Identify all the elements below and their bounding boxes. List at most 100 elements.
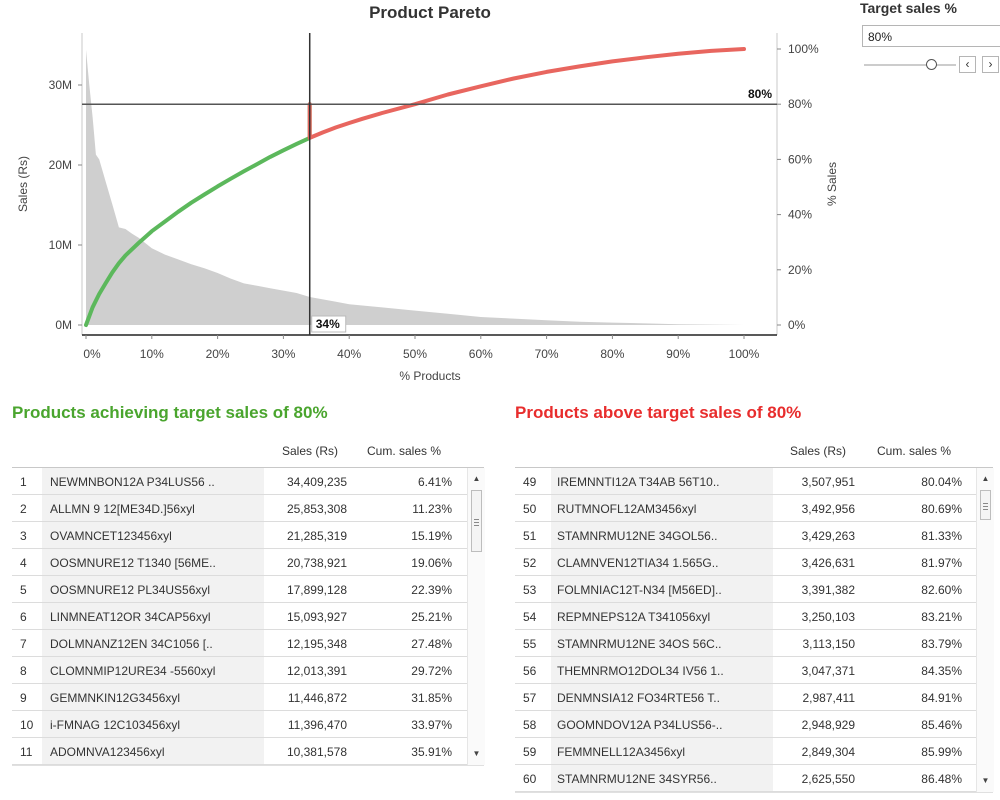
row-index: 10	[20, 718, 34, 732]
product-name: NEWMNBON12A P34LUS56 ..	[50, 475, 215, 489]
products-label: 34%	[316, 317, 340, 331]
sales-value: 15,093,927	[286, 610, 347, 624]
table-row[interactable]: 60 STAMNRMU12NE 34SYR56.. 2,625,550 86.48%	[515, 765, 993, 792]
sales-value: 21,285,319	[286, 529, 347, 543]
scroll-down-icon[interactable]: ▼	[472, 749, 481, 758]
table-row[interactable]: 55 STAMNRMU12NE 34OS 56C.. 3,113,150 83.79%	[515, 630, 993, 657]
table-row[interactable]: 52 CLAMNVEN12TIA34 1.565G.. 3,426,631 81.97…	[515, 549, 993, 576]
scroll-thumb[interactable]	[471, 490, 482, 552]
sales-value: 3,047,371	[801, 664, 855, 678]
cum-sales-value: 84.35%	[921, 664, 962, 678]
row-index: 60	[523, 772, 537, 786]
product-name: STAMNRMU12NE 34GOL56..	[557, 529, 718, 543]
table-row[interactable]: 51 STAMNRMU12NE 34GOL56.. 3,429,263 81.33%	[515, 522, 993, 549]
sales-value: 3,426,631	[801, 556, 855, 570]
product-name: i-FMNAG 12C103456xyl	[50, 718, 181, 732]
row-index: 7	[20, 637, 27, 651]
row-index: 8	[20, 664, 27, 678]
y2-tick-label: 80%	[788, 97, 812, 111]
row-index: 55	[523, 637, 537, 651]
cum-sales-value: 82.60%	[921, 583, 962, 597]
table-row[interactable]: 9 GEMMNKIN12G3456xyl 11,446,872 31.85%	[12, 684, 484, 711]
vertical-scrollbar[interactable]: ▲ ▼	[976, 468, 994, 792]
cum-sales-value: 33.97%	[411, 718, 452, 732]
table-row[interactable]: 11 ADOMNVA123456xyl 10,381,578 35.91%	[12, 738, 484, 765]
cum-sales-value: 15.19%	[411, 529, 452, 543]
table-row[interactable]: 1 NEWMNBON12A P34LUS56 .. 34,409,235 6.41%	[12, 468, 484, 495]
cum-sales-line-red	[307, 47, 746, 140]
table-row[interactable]: 59 FEMMNELL12A3456xyl 2,849,304 85.99%	[515, 738, 993, 765]
row-band	[551, 468, 773, 494]
row-index: 49	[523, 475, 537, 489]
pareto-chart: Product Pareto 0% 10% 20% 30% 40% 50% 60% 70% 80…	[16, 3, 839, 383]
table-row[interactable]: 8 CLOMNMIP12URE34 -5560xyl 12,013,391 29.72…	[12, 657, 484, 684]
left-header-cum: Cum. sales %	[367, 444, 442, 458]
table-row[interactable]: 56 THEMNRMO12DOL34 IV56 1.. 3,047,371 84.35…	[515, 657, 993, 684]
cum-sales-value: 22.39%	[411, 583, 452, 597]
x-tick-label: 100%	[729, 347, 760, 361]
target-sales-input[interactable]: 80%	[862, 25, 1000, 47]
table-row[interactable]: 49 IREMNNTI12A T34AB 56T10.. 3,507,951 80.0…	[515, 468, 993, 495]
target-label: 80%	[748, 87, 772, 101]
scroll-thumb[interactable]	[980, 490, 991, 520]
product-name: REPMNEPS12A T341056xyl	[557, 610, 711, 624]
table-row[interactable]: 3 OVAMNCET123456xyl 21,285,319 15.19%	[12, 522, 484, 549]
sales-area	[86, 49, 744, 326]
row-band	[551, 576, 773, 602]
slider-thumb[interactable]	[926, 59, 937, 70]
row-index: 1	[20, 475, 27, 489]
table-row[interactable]: 58 GOOMNDOV12A P34LUS56-.. 2,948,929 85.46%	[515, 711, 993, 738]
left-table-title: Products achieving target sales of 80%	[12, 403, 328, 422]
product-name: FEMMNELL12A3456xyl	[557, 745, 686, 759]
scroll-up-icon[interactable]: ▲	[981, 474, 990, 483]
row-band	[551, 495, 773, 521]
table-row[interactable]: 54 REPMNEPS12A T341056xyl 3,250,103 83.21%	[515, 603, 993, 630]
vertical-scrollbar[interactable]: ▲ ▼	[467, 468, 485, 765]
product-name: FOLMNIAC12T-N34 [M56ED]..	[557, 583, 722, 597]
right-table-title: Products above target sales of 80%	[515, 403, 802, 422]
scroll-up-icon[interactable]: ▲	[472, 474, 481, 483]
table-row[interactable]: 4 OOSMNURE12 T1340 [56ME.. 20,738,921 19.06…	[12, 549, 484, 576]
cum-sales-value: 86.48%	[921, 772, 962, 786]
row-band	[551, 765, 773, 791]
product-name: ADOMNVA123456xyl	[50, 745, 165, 759]
table-row[interactable]: 5 OOSMNURE12 PL34US56xyl 17,899,128 22.39%	[12, 576, 484, 603]
cum-sales-value: 27.48%	[411, 637, 452, 651]
target-sales-title: Target sales %	[860, 0, 958, 16]
sales-value: 3,250,103	[801, 610, 855, 624]
row-band	[551, 522, 773, 548]
scroll-grip	[474, 525, 479, 526]
x-tick-label: 80%	[600, 347, 624, 361]
decrement-button[interactable]: ‹	[959, 56, 976, 73]
row-index: 52	[523, 556, 537, 570]
product-name: DOLMNANZ12EN 34C1056 [..	[50, 637, 213, 651]
table-row[interactable]: 57 DENMNSIA12 FO34RTE56 T.. 2,987,411 84.91…	[515, 684, 993, 711]
target-sales-slider[interactable]	[864, 58, 956, 72]
row-index: 5	[20, 583, 27, 597]
row-band	[42, 657, 264, 683]
row-band	[42, 468, 264, 494]
row-band	[551, 657, 773, 683]
table-row[interactable]: 7 DOLMNANZ12EN 34C1056 [.. 12,195,348 27.48…	[12, 630, 484, 657]
row-index: 53	[523, 583, 537, 597]
table-row[interactable]: 53 FOLMNIAC12T-N34 [M56ED].. 3,391,382 82.6…	[515, 576, 993, 603]
table-row[interactable]: 50 RUTMNOFL12AM3456xyl 3,492,956 80.69%	[515, 495, 993, 522]
increment-button[interactable]: ›	[982, 56, 999, 73]
row-index: 56	[523, 664, 537, 678]
table-row[interactable]: 10 i-FMNAG 12C103456xyl 11,396,470 33.97%	[12, 711, 484, 738]
table-row[interactable]: 6 LINMNEAT12OR 34CAP56xyl 15,093,927 25.21%	[12, 603, 484, 630]
scroll-down-icon[interactable]: ▼	[981, 776, 990, 785]
product-name: RUTMNOFL12AM3456xyl	[557, 502, 697, 516]
y-tick-label: 10M	[49, 238, 72, 252]
row-band	[42, 576, 264, 602]
right-table: 49 IREMNNTI12A T34AB 56T10.. 3,507,951 80.0…	[515, 467, 994, 793]
product-name: ALLMN 9 12[ME34D.]56xyl	[50, 502, 195, 516]
row-band	[551, 603, 773, 629]
y-tick-label: 30M	[49, 78, 72, 92]
cum-sales-value: 35.91%	[411, 745, 452, 759]
cum-sales-value: 6.41%	[417, 475, 452, 489]
row-band	[42, 711, 264, 737]
row-index: 58	[523, 718, 537, 732]
target-label-bg	[742, 86, 774, 102]
table-row[interactable]: 2 ALLMN 9 12[ME34D.]56xyl 25,853,308 11.23%	[12, 495, 484, 522]
